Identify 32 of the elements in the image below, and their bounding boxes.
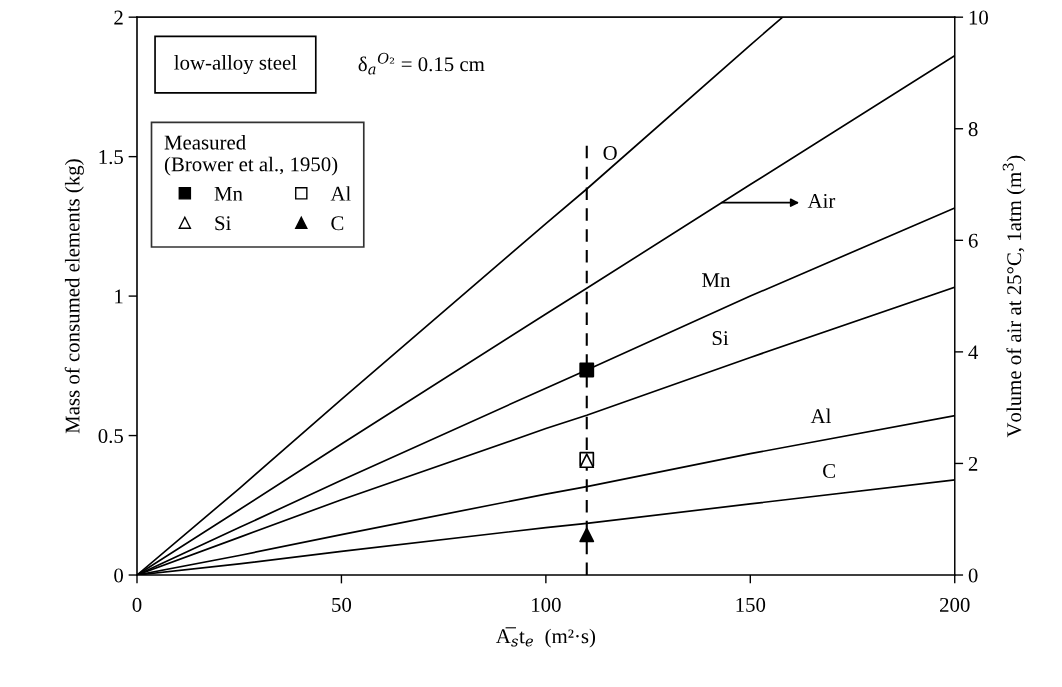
x-tick-label: 200	[940, 597, 970, 612]
y-tick-label: 0	[114, 568, 124, 583]
y2-axis-title: Volume of air at 25°C, 1atm (m$^{3}$)	[1002, 155, 1026, 438]
legend-title: Measured (Brower et al., 1950)	[164, 134, 338, 176]
series-label: Si	[712, 331, 729, 346]
legend-label: Air	[807, 193, 836, 208]
series-label: Al	[810, 408, 831, 423]
y2-tick-label: 8	[968, 122, 978, 137]
annotation: δ$_{a}$$^{O₂}$ = 0.15 cm	[358, 52, 485, 75]
x-tick-label: 50	[332, 597, 352, 612]
y-axis-title: Mass of consumed elements (kg)	[64, 159, 84, 434]
x-tick-label: 150	[736, 597, 766, 612]
series-label: C	[823, 464, 835, 478]
y2-tick-label: 0	[968, 568, 978, 583]
y2-tick-label: 4	[968, 345, 979, 360]
y-tick-label: 1	[115, 289, 123, 304]
y-tick-label: 1.5	[99, 150, 123, 165]
y2-tick-label: 2	[968, 456, 978, 471]
legend-label: Al	[330, 186, 351, 201]
series-label: O	[603, 146, 617, 161]
y2-tick-label: 10	[969, 10, 988, 25]
x-axis-title: A̅$_{s}$t$_{e}$ (m²·s)	[495, 627, 596, 648]
y-tick-label: 2	[114, 10, 123, 25]
legend-label: Si	[215, 216, 231, 231]
x-tick-label: 100	[532, 597, 561, 612]
series-label: Mn	[702, 273, 731, 288]
legend-label: Mn	[214, 186, 243, 201]
x-tick-label: 0	[132, 597, 142, 612]
y2-tick-label: 6	[968, 233, 978, 248]
annotation: low-alloy steel	[174, 55, 297, 75]
y-tick-label: 0.5	[98, 428, 123, 444]
legend-label: C	[331, 216, 344, 231]
